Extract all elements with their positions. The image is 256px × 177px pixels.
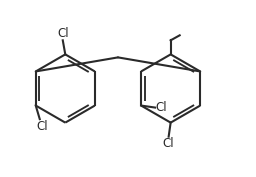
Text: Cl: Cl bbox=[163, 137, 174, 150]
Text: Cl: Cl bbox=[36, 120, 48, 133]
Text: Cl: Cl bbox=[57, 27, 69, 40]
Text: Cl: Cl bbox=[156, 101, 167, 114]
